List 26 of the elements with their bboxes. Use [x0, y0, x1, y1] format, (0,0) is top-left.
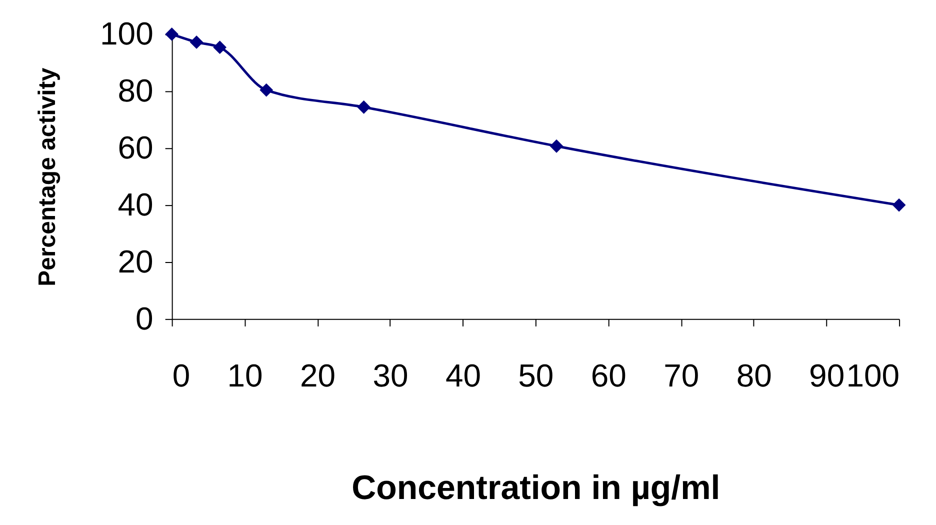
point: [165, 28, 179, 41]
x-tick-label: 70: [664, 357, 700, 394]
x-tick-label: 80: [736, 357, 772, 394]
y-tick-label: 80: [118, 72, 154, 109]
x-tick-label: 100: [846, 357, 900, 394]
point: [357, 100, 371, 114]
point: [550, 139, 564, 153]
point: [190, 36, 204, 49]
x-tick-label: 20: [300, 357, 336, 394]
y-tick-label: 100: [100, 16, 154, 52]
point: [892, 198, 906, 212]
y-tick-label: 60: [118, 130, 154, 166]
y-axis-title: Percentage activity: [34, 67, 62, 286]
x-axis-title: Concentration in µg/ml: [352, 469, 720, 508]
x-tick-label: 90: [809, 357, 845, 394]
y-tick-label: 40: [118, 186, 154, 223]
point: [260, 83, 274, 97]
x-tick-label: 40: [445, 357, 481, 394]
x-tick-label: 50: [518, 357, 554, 394]
x-tick-label: 30: [372, 357, 408, 394]
y-tick-label: 0: [136, 300, 154, 336]
y-tick-label: 20: [118, 243, 154, 280]
x-tick-label: 60: [590, 357, 626, 394]
x-tick-label: 10: [227, 357, 263, 394]
x-tick-label: 0: [172, 357, 190, 394]
point: [213, 40, 227, 54]
